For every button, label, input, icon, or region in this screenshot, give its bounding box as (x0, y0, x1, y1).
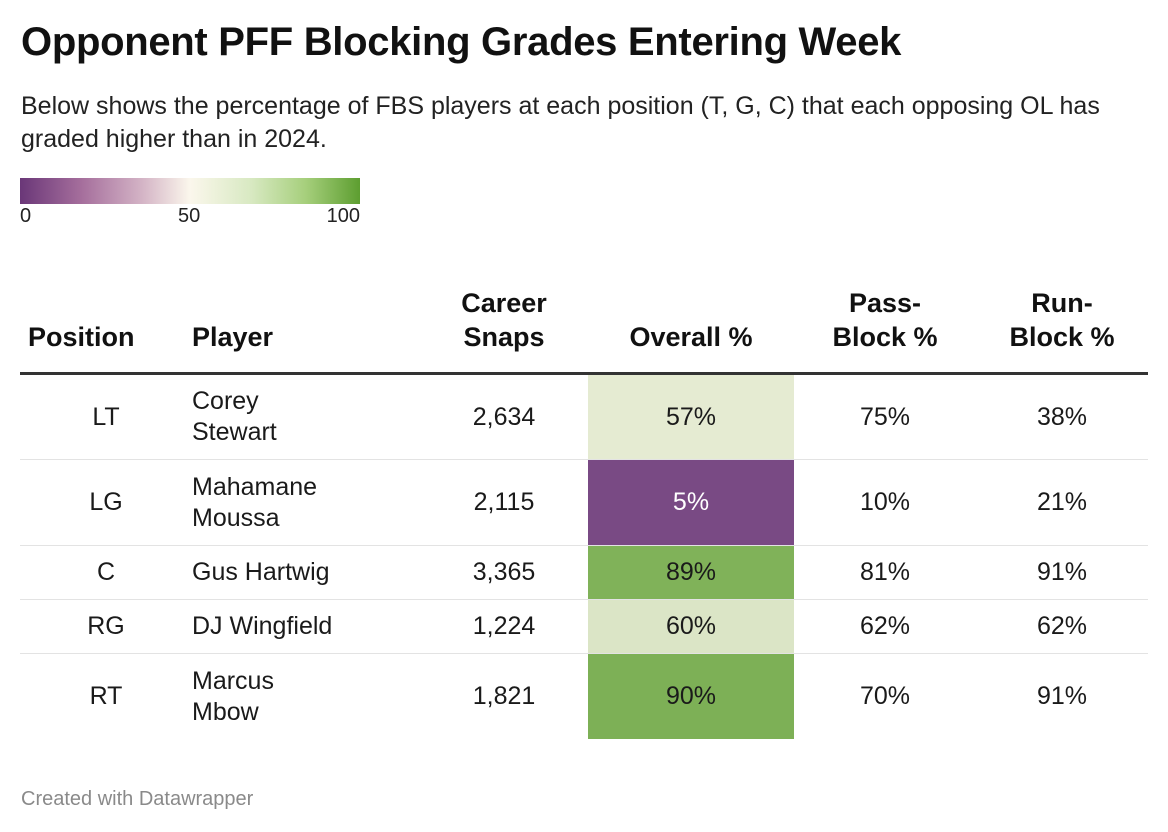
cell-run-block: 38% (976, 373, 1148, 460)
cell-overall: 5% (588, 459, 794, 546)
cell-pass-block: 81% (794, 545, 976, 600)
cell-career-snaps: 3,365 (420, 545, 588, 600)
cell-player: Marcus Mbow (192, 666, 274, 726)
cell-career-snaps: 1,821 (472, 682, 536, 710)
cell-player: DJ Wingfield (192, 599, 420, 654)
cell-overall: 57% (588, 373, 794, 460)
cell-position: LG (20, 459, 192, 546)
column-header-overall[interactable]: Overall % (588, 286, 794, 375)
table-row: LT Corey Stewart 2,634 57% 75% 38% (20, 373, 1148, 460)
cell-pass-block: 70% (859, 682, 911, 710)
cell-pass-block: 10% (794, 459, 976, 546)
column-header-pass-block[interactable]: Pass- Block % (794, 286, 976, 375)
table-header-row: Position Player Career Snaps Overall % Pa… (20, 286, 1148, 375)
table-row: RG DJ Wingfield 1,224 60% 62% 62% (20, 599, 1148, 654)
legend-tick-50: 50 (178, 205, 201, 227)
table-row: RT Marcus Mbow 1,821 90% 70% 91% (20, 653, 1148, 739)
cell-run-block: 21% (976, 459, 1148, 546)
chart-subtitle: Below shows the percentage of FBS player… (21, 92, 1100, 153)
cell-overall: 60% (588, 599, 794, 654)
column-header-player[interactable]: Player (192, 286, 420, 375)
cell-position: C (20, 545, 192, 600)
cell-pass-block: 62% (794, 599, 976, 654)
cell-position: LT (20, 373, 192, 460)
cell-career-snaps: 1,224 (420, 599, 588, 654)
legend-tick-100: 100 (326, 205, 360, 227)
cell-player: Mahamane Moussa (192, 459, 420, 546)
cell-pass-block: 75% (794, 373, 976, 460)
chart-title: Opponent PFF Blocking Grades Entering We… (21, 20, 902, 64)
table-row: C Gus Hartwig 3,365 89% 81% 91% (20, 545, 1148, 600)
column-header-run-block[interactable]: Run- Block % (976, 286, 1148, 375)
grades-table: Position Player Career Snaps Overall % Pa… (20, 286, 1148, 739)
table-row: LG Mahamane Moussa 2,115 5% 10% 21% (20, 459, 1148, 546)
datawrapper-credit[interactable]: Created with Datawrapper (21, 788, 254, 810)
cell-career-snaps: 2,115 (420, 459, 588, 546)
cell-run-block: 91% (1036, 682, 1088, 710)
cell-career-snaps: 2,634 (420, 373, 588, 460)
cell-player: Corey Stewart (192, 373, 420, 460)
column-header-position[interactable]: Position (20, 286, 192, 375)
cell-overall: 90% (588, 653, 794, 739)
legend-gradient-bar (20, 178, 360, 204)
cell-player: Gus Hartwig (192, 545, 420, 600)
legend-tick-0: 0 (20, 205, 32, 227)
cell-run-block: 62% (976, 599, 1148, 654)
column-header-career-snaps[interactable]: Career Snaps (420, 286, 588, 375)
table-body: LT Corey Stewart 2,634 57% 75% 38% LG Mahamane Mo… (20, 373, 1148, 739)
cell-position: RG (20, 599, 192, 654)
cell-overall: 89% (588, 545, 794, 600)
cell-position: RT (89, 682, 123, 710)
cell-run-block: 91% (976, 545, 1148, 600)
color-legend: 0 50 100 (20, 178, 360, 232)
